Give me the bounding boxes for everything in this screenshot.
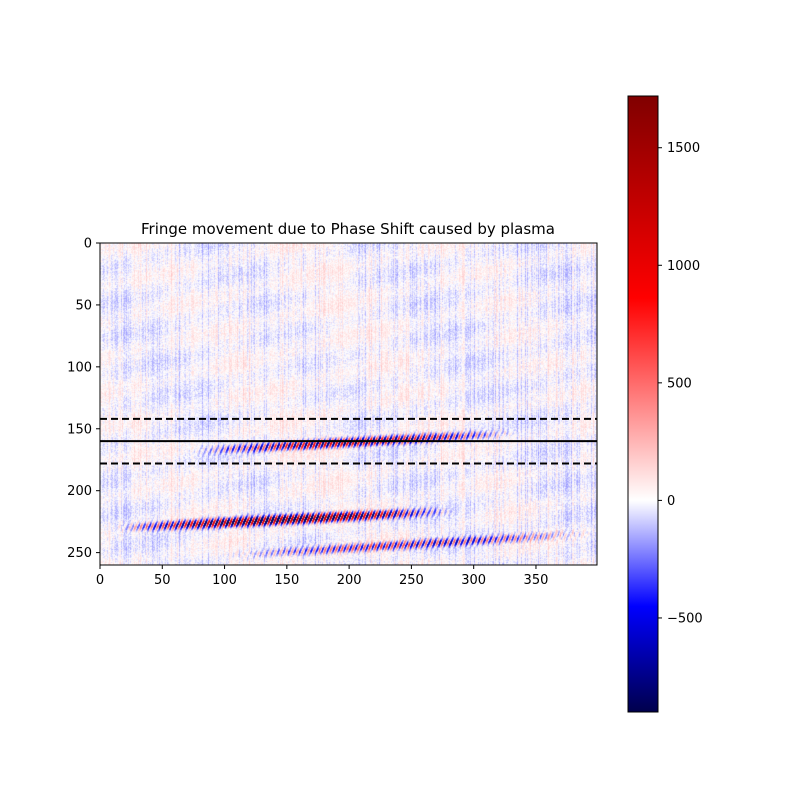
colorbar-frame bbox=[627, 95, 659, 713]
x-tick-label: 200 bbox=[337, 573, 362, 588]
heatmap-image bbox=[100, 243, 597, 565]
x-tick-label: 50 bbox=[154, 573, 171, 588]
y-tick-label: 100 bbox=[67, 360, 92, 375]
x-axis: 0 50 100 150 200 250 300 350 bbox=[96, 565, 549, 588]
x-tick-label: 0 bbox=[96, 573, 104, 588]
y-tick-label: 0 bbox=[84, 237, 92, 252]
colorbar-axis: −500 0 500 1000 1500 bbox=[658, 141, 703, 626]
colorbar-tick-label: 1500 bbox=[667, 141, 700, 156]
x-tick-label: 150 bbox=[274, 573, 299, 588]
x-tick-label: 300 bbox=[461, 573, 486, 588]
colorbar-gradient bbox=[628, 96, 658, 712]
colorbar-tick-label: 0 bbox=[667, 494, 675, 509]
colorbar-tick-label: −500 bbox=[667, 611, 703, 626]
plot-frame bbox=[99, 242, 598, 566]
horizontal-lines bbox=[100, 417, 597, 465]
y-tick-label: 50 bbox=[75, 298, 92, 313]
x-tick-label: 250 bbox=[399, 573, 424, 588]
y-tick-label: 200 bbox=[67, 484, 92, 499]
y-tick-label: 150 bbox=[67, 422, 92, 437]
x-tick-label: 100 bbox=[212, 573, 237, 588]
heatmap bbox=[100, 243, 597, 565]
chart-title: Fringe movement due to Phase Shift cause… bbox=[141, 220, 555, 238]
y-tick-label: 250 bbox=[67, 546, 92, 561]
y-axis: 0 50 100 150 200 250 bbox=[67, 237, 100, 561]
colorbar-tick-label: 500 bbox=[667, 376, 692, 391]
colorbar-tick-label: 1000 bbox=[667, 259, 700, 274]
x-tick-label: 350 bbox=[524, 573, 549, 588]
colorbar: −500 0 500 1000 1500 bbox=[627, 95, 703, 713]
